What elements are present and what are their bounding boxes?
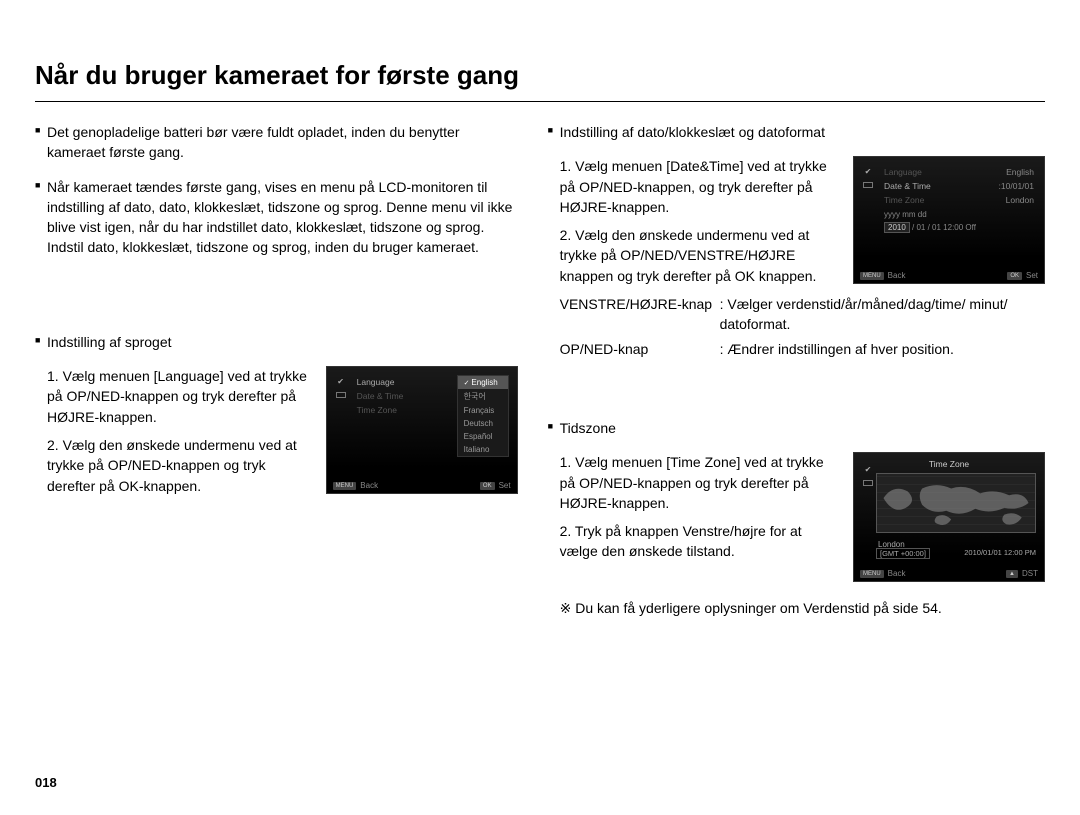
lang-option-german: Deutsch bbox=[458, 417, 508, 430]
check-icon: ✔ bbox=[337, 377, 344, 386]
lcd-back-button: MENU Back bbox=[860, 271, 905, 280]
language-heading: Indstilling af sproget bbox=[35, 332, 518, 352]
intro-battery: Det genopladelige batteri bør være fuldt… bbox=[35, 122, 518, 163]
lcd-dt-format: yyyy mm dd bbox=[884, 210, 1034, 219]
language-row: 1. Vælg menuen [Language] ved at trykke … bbox=[35, 366, 518, 504]
lcd-dt-value: 2010 / 01 / 01 12:00 Off bbox=[884, 222, 1034, 233]
kv-leftright: VENSTRE/HØJRE-knap : Vælger verdenstid/å… bbox=[548, 294, 1045, 335]
intro-menu: Når kameraet tændes første gang, vises e… bbox=[35, 177, 518, 258]
battery-icon bbox=[863, 480, 873, 486]
check-icon: ✔ bbox=[865, 465, 872, 474]
lcd-language-screenshot: ✔ Language Date & Time Time Zone E bbox=[326, 366, 518, 494]
timezone-footnote: Du kan få yderligere oplysninger om Verd… bbox=[548, 600, 1045, 617]
lcd-back-button: MENU Back bbox=[333, 481, 378, 490]
manual-page: Når du bruger kameraet for første gang D… bbox=[0, 0, 1080, 815]
page-title: Når du bruger kameraet for første gang bbox=[35, 60, 1045, 102]
lcd-dt-menu-datetime: Date & Time :10/01/01 bbox=[884, 179, 1034, 193]
lang-option-spanish: Español bbox=[458, 430, 508, 443]
datetime-step-1: 1. Vælg menuen [Date&Time] ved at trykke… bbox=[548, 156, 838, 217]
battery-icon bbox=[863, 182, 873, 188]
lcd-menu-timezone: Time Zone bbox=[357, 403, 437, 417]
lang-option-italian: Italiano bbox=[458, 443, 508, 456]
lcd-dt-menu-language: Language English bbox=[884, 165, 1034, 179]
lcd-set-button: OK Set bbox=[480, 481, 511, 490]
check-icon: ✔ bbox=[865, 167, 872, 176]
datetime-step-2: 2. Vælg den ønskede undermenu ved at try… bbox=[548, 225, 838, 286]
page-number: 018 bbox=[35, 775, 57, 790]
lcd-tz-info: [GMT +00:00] 2010/01/01 12:00 PM bbox=[876, 548, 1036, 559]
lcd-dt-menu-timezone: Time Zone London bbox=[884, 193, 1034, 207]
lcd-dst-button: ▲ DST bbox=[1006, 569, 1038, 578]
lang-option-french: Français bbox=[458, 404, 508, 417]
lcd-datetime-screenshot: ✔ Language English Date & Time :10/01/01 bbox=[853, 156, 1045, 284]
world-map-icon bbox=[876, 473, 1036, 533]
timezone-step-2: 2. Tryk på knappen Venstre/højre for at … bbox=[548, 521, 838, 562]
language-step-1: 1. Vælg menuen [Language] ved at trykke … bbox=[35, 366, 311, 427]
lcd-menu-language: Language bbox=[357, 375, 437, 389]
lcd-menu-datetime: Date & Time bbox=[357, 389, 437, 403]
datetime-row: 1. Vælg menuen [Date&Time] ved at trykke… bbox=[548, 156, 1045, 294]
lcd-language-options: English 한국어 Français Deutsch Español Ita… bbox=[457, 375, 509, 457]
language-step-2: 2. Vælg den ønskede undermenu ved at try… bbox=[35, 435, 311, 496]
kv-updown: OP/NED-knap : Ændrer indstillingen af hv… bbox=[548, 339, 1045, 359]
timezone-heading: Tidszone bbox=[548, 418, 1045, 438]
right-column: Indstilling af dato/klokkeslæt og datofo… bbox=[548, 122, 1045, 617]
left-column: Det genopladelige batteri bør være fuldt… bbox=[35, 122, 518, 617]
timezone-row: 1. Vælg menuen [Time Zone] ved at trykke… bbox=[548, 452, 1045, 582]
lang-option-english: English bbox=[458, 376, 508, 389]
battery-icon bbox=[336, 392, 346, 398]
timezone-step-1: 1. Vælg menuen [Time Zone] ved at trykke… bbox=[548, 452, 838, 513]
lcd-back-button: MENU Back bbox=[860, 569, 905, 578]
lang-option-korean: 한국어 bbox=[458, 389, 508, 404]
datetime-heading: Indstilling af dato/klokkeslæt og datofo… bbox=[548, 122, 1045, 142]
lcd-set-button: OK Set bbox=[1007, 271, 1038, 280]
lcd-tz-title: Time Zone bbox=[854, 459, 1044, 469]
lcd-timezone-screenshot: Time Zone ✔ London [GMT +00:00] 2010/01/… bbox=[853, 452, 1045, 582]
content-columns: Det genopladelige batteri bør være fuldt… bbox=[35, 122, 1045, 617]
